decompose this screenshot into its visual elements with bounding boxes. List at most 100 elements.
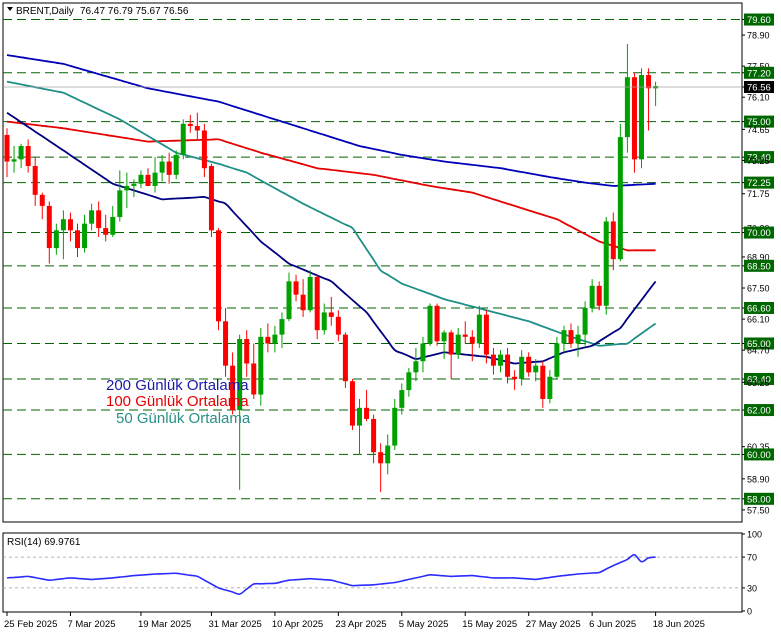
candle-body: [251, 363, 257, 395]
candle: [646, 68, 652, 131]
candle-body: [328, 312, 334, 317]
candle-body: [413, 361, 419, 373]
candle: [272, 325, 278, 353]
candle-body: [364, 407, 370, 419]
candle-body: [223, 321, 229, 366]
candle: [533, 359, 539, 382]
current-price-box: [744, 80, 774, 93]
candle: [378, 443, 384, 493]
candles: [4, 43, 659, 493]
price-tick-label: 60.35: [747, 442, 770, 452]
dropdown-triangle-icon[interactable]: [7, 7, 13, 11]
candle: [483, 310, 489, 364]
candle-body: [96, 210, 102, 229]
candle-body: [540, 365, 546, 399]
candle-body: [32, 165, 38, 195]
level-price-box: [744, 337, 774, 350]
candle: [476, 305, 482, 348]
ma50-line: [6, 80, 657, 347]
candle-body: [131, 183, 137, 186]
candle-body: [406, 372, 412, 391]
candle-body: [554, 343, 560, 377]
candle-body: [138, 174, 144, 184]
candle: [75, 223, 80, 257]
candle: [498, 350, 503, 373]
price-tick-label: 63.40: [747, 374, 771, 385]
rsi-label: RSI(14) 69.9761: [7, 537, 81, 548]
candle-body: [159, 161, 165, 173]
candle: [399, 383, 405, 415]
candle-body: [208, 165, 214, 231]
candle-body: [631, 77, 637, 160]
candle-body: [646, 75, 652, 89]
price-tick-label: 60.00: [747, 450, 771, 461]
candle: [603, 217, 609, 315]
candle: [159, 154, 165, 182]
ohlc-values: 76.47 76.79 75.67 76.56: [80, 6, 189, 17]
candle: [413, 347, 419, 382]
time-tick-label: 27 May 2025: [526, 619, 581, 630]
candle: [46, 201, 52, 264]
candle-body: [420, 343, 426, 362]
candle: [60, 210, 66, 260]
candle-body: [110, 217, 116, 235]
time-tick-label: 18 Jun 2025: [653, 619, 705, 630]
candle-body: [371, 418, 377, 453]
candle-body: [610, 221, 616, 260]
candle: [117, 170, 123, 222]
candle: [561, 325, 567, 353]
candle-body: [624, 77, 630, 138]
candle: [505, 347, 511, 384]
rsi-panel-frame: [2, 532, 743, 613]
candle: [187, 114, 193, 133]
candle: [512, 370, 518, 391]
candle-body: [145, 174, 151, 186]
time-tick-label: 7 Mar 2025: [67, 619, 115, 630]
price-tick-label: 58.00: [747, 494, 771, 505]
candle: [610, 212, 616, 271]
level-price-box: [744, 66, 774, 79]
candle-body: [300, 294, 306, 311]
candle: [335, 310, 341, 342]
candle: [357, 398, 362, 455]
time-tick-label: 10 Apr 2025: [272, 619, 323, 630]
candle: [342, 332, 348, 388]
rsi-axis: 100 70 30 0: [742, 530, 762, 617]
candle: [420, 336, 426, 373]
level-price-box: [744, 176, 774, 189]
price-tick-label: 58.90: [747, 474, 770, 484]
candle: [582, 301, 588, 346]
candle: [258, 327, 264, 406]
candle: [349, 378, 355, 431]
candle-body: [441, 332, 447, 342]
candle: [540, 361, 546, 408]
candle-body: [561, 330, 567, 344]
candle: [639, 68, 644, 169]
candle-body: [589, 285, 595, 308]
candle-body: [293, 281, 299, 295]
candle-body: [498, 354, 503, 366]
legend-ma50: 50 Günlük Ortalama: [116, 410, 251, 427]
price-tick-label: 71.75: [747, 189, 770, 199]
rsi-panel: 100 70 30 0 RSI(14) 69.9761: [2, 530, 762, 617]
candle: [617, 123, 623, 262]
candle-body: [512, 376, 518, 379]
candle: [624, 43, 630, 153]
candle: [385, 434, 391, 475]
candle: [152, 157, 158, 193]
candle: [526, 352, 532, 377]
time-tick-label: 25 Feb 2025: [4, 619, 57, 630]
candle-body: [505, 354, 511, 377]
candle: [194, 112, 200, 140]
candle: [286, 272, 292, 322]
level-price-box: [744, 259, 774, 272]
candle-body: [237, 339, 243, 411]
candle-body: [357, 407, 362, 426]
candle-body: [533, 365, 539, 373]
candle: [124, 172, 130, 209]
candle: [82, 214, 88, 253]
candle-body: [272, 334, 278, 344]
candle-body: [89, 210, 95, 224]
